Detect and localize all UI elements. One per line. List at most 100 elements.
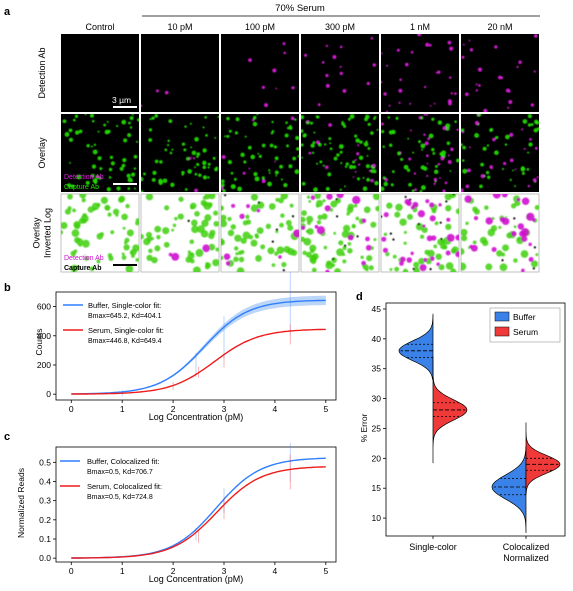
chart-d-ylabel: % Error [359,413,369,442]
binding-curve-chart: 0 1 2 3 4 5 0 200 400 600 [37,271,337,414]
y-tick-label: 0.0 [39,553,51,563]
micrograph-tile [141,114,219,192]
x-tick-label: 0 [69,566,74,576]
overlay-legend-capture: Capture Ab [64,184,99,191]
y-tick-label: 10 [372,513,382,523]
panel-c-letter: c [4,431,10,443]
violin-half [398,313,434,380]
x-tick-label: 1 [120,404,125,414]
panel-a-letter: a [4,6,11,18]
column-header: 1 nM [410,22,430,32]
y-tick-label: 15 [372,483,382,493]
panel-a: a 70% Serum Control 10 pM 100 pM 300 pM 1 nM… [4,3,540,273]
y-tick-label: 0.4 [39,477,51,487]
x-tick-label: 5 [323,404,328,414]
legend-d-serum-swatch [494,326,510,337]
y-tick-label: 0.1 [39,534,51,544]
row-label: Overlay [37,137,47,169]
x-tick-label: 4 [273,566,278,576]
column-headers: Control 10 pM 100 pM 300 pM 1 nM 20 nM [85,22,512,32]
x-tick-label: 0 [69,404,74,414]
legend-d-serum-label: Serum [513,327,538,337]
inverted-legend-capture: Capture Ab [64,265,101,272]
y-tick-label: 20 [372,453,382,463]
column-header: Control [85,22,114,32]
legend-d-buffer-label: Buffer [513,312,536,322]
column-header: 10 pM [167,22,192,32]
colocalized-curve-chart: 0 1 2 3 4 5 0.0 0.1 0.2 0.3 0.4 0.5 [39,443,337,576]
violin-half [491,446,527,533]
chart-d-category-1-line1: Colocalized [503,542,550,552]
plot-frame [55,446,337,563]
x-tick-label: 3 [222,404,227,414]
fit-curve [71,299,326,395]
x-tick-label: 1 [120,566,125,576]
scale-bar-label: 3 µm [112,95,131,105]
micrograph-tile [461,34,539,112]
micrograph-tile [461,114,539,192]
chart-b-legend: Buffer, Single-color fit: Bmax=645.2, Kd… [63,301,164,345]
micrograph-tile [301,114,379,192]
legend-c-serum-params: Bmax=0.5, Kd=724.8 [87,494,153,501]
chart-c-legend: Buffer, Colocalized fit: Bmax=0.5, Kd=70… [60,457,162,501]
chart-b-ylabel: Counts [34,329,44,356]
y-tick-label: 35 [372,364,382,374]
row-label: Detection Ab [37,47,47,98]
confidence-band [71,295,326,394]
legend-buffer-params: Bmax=645.2, Kd=404.1 [88,313,162,320]
micrograph-tile [140,193,220,273]
y-tick-label: 0.5 [39,457,51,467]
chart-d-legend: Buffer Serum [489,307,561,343]
serum-group-label: 70% Serum [275,3,325,14]
row-label: Overlay [32,217,42,249]
y-tick-label: 0.3 [39,496,51,506]
fit-curve [71,466,326,559]
panel-b: b 0 1 2 3 4 5 0 200 400 600 Counts Log Concentrat… [4,271,337,422]
chart-c-xlabel: Log Concentration (pM) [149,574,244,584]
legend-serum-params: Bmax=446.8, Kd=649.4 [88,338,162,345]
column-header: 20 nM [487,22,512,32]
micrograph-tile [301,34,379,112]
x-tick-label: 2 [171,566,176,576]
overlay-legend-detection: Detection Ab [64,174,104,181]
micrograph-tile [221,34,299,112]
y-tick-label: 0.2 [39,515,51,525]
y-tick-label: 45 [372,304,382,314]
chart-d-category-1-line2: Normalized [503,553,549,563]
y-tick-label: 200 [37,360,51,370]
panel-d-letter: d [356,291,363,303]
violin-half [432,356,468,464]
x-tick-label: 4 [273,404,278,414]
x-tick-label: 5 [323,566,328,576]
legend-c-buffer-params: Bmax=0.5, Kd=706.7 [87,469,153,476]
legend-buffer-label: Buffer, Single-color fit: [88,301,161,310]
chart-d-category-0: Single-color [409,542,457,552]
micrograph-tile [61,114,139,192]
micrograph-tile [61,34,139,112]
panel-c: c 0 1 2 3 4 5 0.0 0.1 0.2 0.3 0.4 0.5 Normalized Re… [4,431,337,584]
column-header: 300 pM [325,22,355,32]
y-tick-label: 40 [372,334,382,344]
legend-serum-label: Serum, Single-color fit: [88,326,164,335]
legend-c-serum-label: Serum, Colocalized fit: [87,482,162,491]
column-header: 100 pM [245,22,275,32]
micrograph-tile [460,193,540,273]
micrograph-tile [381,34,459,112]
y-tick-label: 30 [372,394,382,404]
micrograph-tile [221,114,299,192]
inverted-legend-detection: Detection Ab [64,255,104,262]
y-tick-label: 400 [37,331,51,341]
micrograph-tile [381,114,459,192]
chart-b-xlabel: Log Concentration (pM) [149,412,244,422]
micrograph-tile [60,193,140,273]
chart-c-ylabel: Normalized Reads [16,468,26,538]
panel-b-letter: b [4,282,11,294]
micrograph-tile [220,193,300,273]
y-tick-label: 600 [37,302,51,312]
image-grid [60,34,540,273]
micrograph-tile [380,193,460,273]
y-tick-label: 25 [372,423,382,433]
